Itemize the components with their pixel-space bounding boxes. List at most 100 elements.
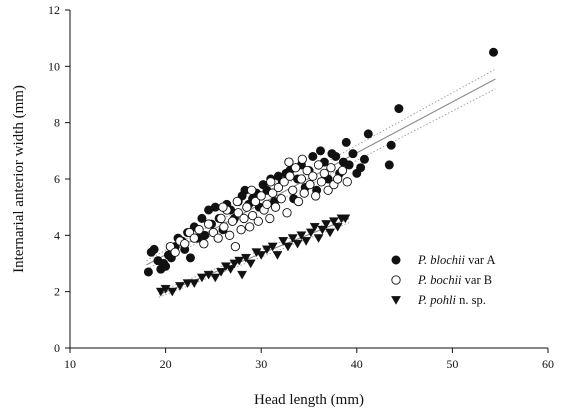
data-point — [266, 177, 276, 187]
data-point — [287, 234, 298, 243]
data-point — [270, 202, 281, 212]
data-point — [305, 179, 315, 190]
data-point — [216, 268, 226, 277]
legend-marker — [391, 296, 401, 305]
legend-label: P. blochii var A — [417, 253, 496, 267]
legend-label-variant: var A — [465, 253, 496, 267]
data-point — [337, 165, 348, 176]
data-point — [302, 165, 312, 176]
data-point — [323, 185, 333, 195]
data-point — [199, 239, 209, 249]
axes: 10 20 30 40 50 60 0 2 4 6 8 10 12 Head length (mm) Int… — [11, 3, 554, 408]
data-point — [332, 223, 343, 232]
x-tick-label: 20 — [160, 357, 172, 371]
data-point — [242, 202, 252, 212]
data-point — [317, 225, 328, 235]
data-point — [250, 196, 261, 207]
data-point — [296, 231, 307, 241]
data-point — [213, 233, 223, 243]
data-point — [290, 163, 301, 173]
y-tick-label: 6 — [54, 172, 60, 186]
data-point — [285, 171, 295, 181]
data-point — [170, 247, 180, 257]
confidence-band-line — [158, 213, 350, 293]
data-point — [256, 191, 266, 201]
y-tick-label: 12 — [48, 3, 60, 17]
legend-label-variant: var B — [462, 273, 493, 287]
data-point — [234, 256, 245, 266]
data-point — [273, 182, 284, 193]
legend-item: P. pohli n. sp. — [391, 293, 486, 307]
data-point — [315, 146, 325, 156]
x-axis-title: Head length (mm) — [254, 392, 364, 408]
data-point — [233, 208, 243, 218]
data-point — [174, 282, 185, 291]
data-point — [229, 259, 240, 269]
data-point — [284, 157, 294, 167]
x-tick-label: 10 — [64, 357, 76, 371]
data-point — [293, 196, 304, 207]
legend-marker — [391, 255, 401, 265]
data-point — [276, 194, 286, 204]
data-point — [341, 137, 351, 147]
data-point — [245, 222, 255, 232]
data-point — [203, 270, 214, 280]
data-point — [288, 185, 298, 195]
data-point — [386, 140, 396, 150]
data-point — [253, 216, 263, 226]
data-point — [245, 259, 256, 269]
data-point — [272, 251, 283, 260]
x-tick-label: 60 — [542, 357, 554, 371]
data-point — [225, 230, 235, 240]
y-tick-label: 4 — [54, 228, 60, 242]
data-point — [308, 151, 318, 161]
data-point — [333, 174, 343, 184]
y-tick-label: 10 — [48, 59, 60, 73]
data-point — [363, 129, 373, 139]
data-point — [305, 228, 316, 238]
data-point — [265, 213, 275, 224]
data-point — [384, 160, 394, 170]
y-tick-label: 0 — [54, 341, 60, 355]
legend: P. blochii var A P. bochii var B P. pohli … — [391, 253, 496, 307]
data-point — [326, 163, 336, 173]
data-point — [340, 214, 351, 224]
data-point — [227, 216, 238, 226]
legend-label: P. pohli n. sp. — [417, 293, 486, 307]
data-point — [359, 154, 369, 164]
data-point — [230, 241, 241, 252]
data-point — [313, 160, 324, 170]
data-point — [321, 220, 332, 229]
data-point — [278, 237, 289, 246]
data-point — [189, 233, 199, 243]
x-tick-label: 40 — [351, 357, 363, 371]
legend-item: P. bochii var B — [391, 273, 493, 287]
data-point — [282, 208, 292, 218]
data-points — [143, 47, 499, 297]
data-point — [239, 213, 249, 224]
data-point — [185, 253, 195, 263]
data-point — [262, 199, 272, 210]
data-point — [268, 188, 278, 198]
data-point — [246, 185, 257, 195]
data-point — [218, 202, 228, 212]
data-point — [237, 270, 248, 280]
data-point — [256, 251, 267, 260]
data-point — [149, 244, 159, 254]
data-point — [283, 242, 293, 252]
x-tick-label: 50 — [446, 357, 458, 371]
data-point — [196, 273, 207, 283]
data-point — [299, 188, 309, 198]
data-point — [155, 287, 166, 297]
data-point — [394, 104, 404, 114]
data-point — [210, 273, 221, 283]
data-point — [203, 219, 214, 229]
data-point — [167, 287, 178, 297]
data-point — [342, 177, 352, 187]
data-point — [210, 202, 220, 212]
legend-item: P. blochii var A — [391, 253, 496, 267]
y-tick-label: 8 — [54, 116, 60, 130]
data-point — [236, 225, 246, 235]
data-point — [292, 239, 303, 249]
